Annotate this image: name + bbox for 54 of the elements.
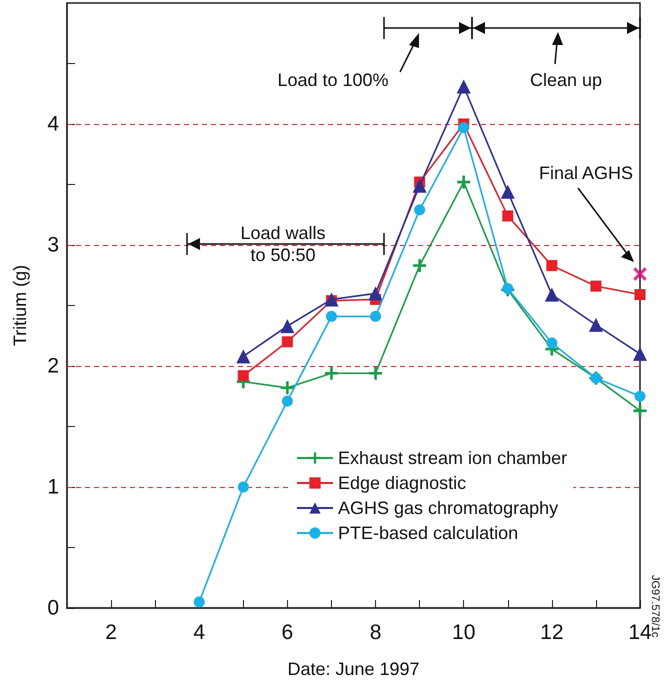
point [634, 289, 646, 300]
point [324, 366, 338, 380]
point [633, 346, 647, 361]
point [324, 292, 338, 306]
legend-label: Edge diagnostic [338, 473, 466, 493]
point [368, 286, 383, 300]
point [544, 288, 559, 302]
y-tick-label: 0 [47, 596, 59, 620]
legend-label: AGHS gas chromatography [338, 498, 558, 518]
x-tick-label: 8 [370, 621, 382, 644]
annotation: Final AGHS [538, 163, 634, 183]
point [458, 122, 470, 134]
point [457, 176, 470, 189]
point [236, 349, 250, 364]
legend-label: Exhaust stream ion chamber [338, 448, 568, 468]
point [414, 204, 426, 216]
point [238, 482, 249, 492]
point [590, 280, 602, 292]
x-tick-label: 14 [628, 621, 652, 644]
point [456, 79, 471, 94]
y-tick-label: 4 [47, 112, 60, 136]
annotation: Load walls to 50:50 [240, 223, 326, 265]
point [634, 404, 646, 418]
x-axis-title: Date: June 1997 [287, 659, 420, 679]
x-tick-label: 12 [540, 621, 564, 644]
point [500, 184, 515, 199]
x-tick-label: 10 [452, 621, 476, 644]
x-tick-label: 2 [105, 621, 117, 644]
y-tick-label: 2 [47, 354, 59, 378]
point [280, 381, 294, 394]
point [634, 390, 646, 402]
point [546, 260, 558, 272]
annotation: Clean up [530, 70, 602, 90]
point [588, 318, 603, 332]
point [369, 366, 382, 380]
point [412, 178, 427, 193]
point [194, 596, 205, 608]
legend-label: PTE-based calculation [338, 523, 518, 543]
point [326, 310, 337, 322]
y-axis-title: Tritium (g) [10, 264, 30, 346]
point [238, 370, 249, 382]
point [280, 319, 294, 334]
point [413, 259, 426, 272]
x-tick-label: 4 [193, 621, 206, 644]
annotation: Load to 100% [277, 70, 389, 90]
x-tick-label: 6 [282, 621, 294, 644]
point [282, 396, 293, 407]
point [546, 338, 558, 349]
point [633, 267, 647, 281]
y-tick-label: 3 [47, 234, 59, 256]
point [370, 310, 382, 322]
point [502, 210, 514, 222]
y-tick-label: 1 [47, 476, 59, 498]
point [282, 336, 293, 348]
